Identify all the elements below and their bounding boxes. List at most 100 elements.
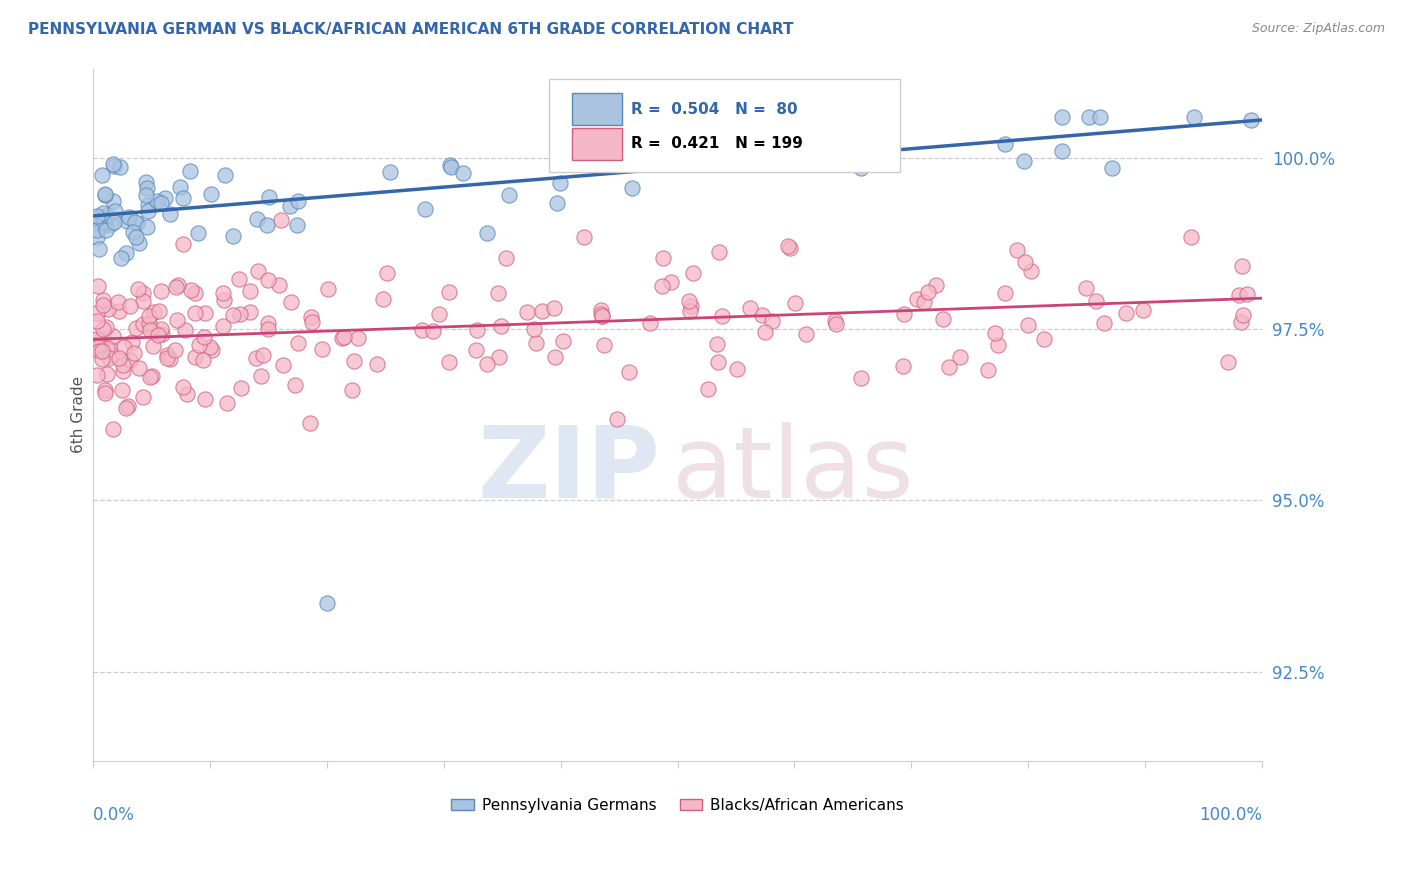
Point: [91, 169, 114, 183]
Point: [1021, 264, 1043, 278]
Point: [103, 194, 125, 208]
Point: [96, 341, 118, 355]
Point: [491, 318, 513, 333]
Point: [169, 179, 191, 194]
Text: Source: ZipAtlas.com: Source: ZipAtlas.com: [1251, 22, 1385, 36]
Point: [651, 279, 673, 293]
Point: [180, 283, 202, 297]
Point: [86, 209, 108, 223]
Point: [121, 335, 143, 350]
Point: [1084, 293, 1107, 308]
Point: [269, 277, 291, 292]
Point: [103, 422, 125, 436]
Point: [440, 160, 463, 174]
Point: [112, 340, 135, 354]
Point: [122, 346, 145, 360]
Point: [108, 303, 131, 318]
Point: [94, 218, 117, 232]
FancyBboxPatch shape: [572, 94, 621, 125]
Point: [411, 323, 433, 337]
Point: [1236, 286, 1258, 301]
Point: [299, 310, 322, 324]
Point: [551, 334, 574, 348]
Point: [172, 379, 194, 393]
Point: [90, 333, 112, 347]
Point: [1017, 318, 1039, 333]
FancyBboxPatch shape: [572, 128, 621, 160]
Point: [86, 222, 108, 236]
Point: [548, 176, 571, 190]
Point: [215, 396, 238, 410]
Point: [150, 326, 173, 341]
Point: [976, 363, 998, 377]
Point: [754, 325, 776, 339]
Point: [1014, 254, 1036, 268]
Point: [591, 307, 613, 321]
Point: [689, 110, 711, 124]
Point: [285, 218, 308, 232]
Point: [172, 191, 194, 205]
Point: [239, 285, 262, 299]
Point: [994, 136, 1017, 151]
Point: [612, 153, 634, 168]
Point: [153, 191, 176, 205]
Point: [316, 596, 339, 610]
Point: [91, 206, 114, 220]
Point: [86, 230, 108, 244]
Point: [257, 316, 280, 330]
Text: atlas: atlas: [672, 422, 914, 518]
Point: [135, 175, 157, 189]
Point: [678, 294, 700, 309]
Point: [91, 351, 114, 366]
Point: [1076, 281, 1098, 295]
Legend: Pennsylvania Germans, Blacks/African Americans: Pennsylvania Germans, Blacks/African Ame…: [446, 792, 910, 819]
Point: [1218, 355, 1240, 369]
Point: [91, 298, 114, 312]
Point: [710, 310, 733, 324]
Point: [94, 385, 117, 400]
Text: R =  0.421   N = 199: R = 0.421 N = 199: [631, 136, 803, 152]
Point: [97, 351, 120, 366]
Point: [495, 252, 517, 266]
Point: [96, 208, 118, 222]
Point: [211, 286, 233, 301]
Point: [247, 263, 270, 277]
Point: [638, 316, 661, 330]
Point: [135, 181, 157, 195]
Point: [987, 338, 1010, 352]
Point: [132, 317, 155, 331]
Point: [284, 378, 307, 392]
Point: [516, 305, 538, 319]
Point: [706, 355, 728, 369]
Point: [278, 199, 301, 213]
Point: [330, 331, 353, 345]
Point: [188, 338, 211, 352]
Point: [118, 210, 141, 224]
Point: [373, 292, 395, 306]
Point: [477, 357, 499, 371]
Point: [1032, 333, 1054, 347]
Point: [439, 355, 461, 369]
Point: [591, 310, 613, 324]
Point: [422, 324, 444, 338]
Point: [111, 383, 134, 397]
Point: [679, 303, 702, 318]
Point: [891, 359, 914, 374]
Point: [91, 343, 114, 358]
Point: [165, 343, 187, 357]
Point: [849, 371, 872, 385]
Point: [659, 275, 682, 289]
Point: [1090, 110, 1112, 124]
Point: [1230, 259, 1253, 273]
Point: [271, 358, 294, 372]
Point: [893, 307, 915, 321]
Point: [593, 338, 616, 352]
Point: [523, 322, 546, 336]
Point: [91, 331, 114, 345]
Point: [413, 202, 436, 217]
Point: [256, 273, 278, 287]
Point: [1092, 316, 1115, 330]
Point: [125, 216, 148, 230]
Point: [200, 339, 222, 353]
Point: [311, 342, 333, 356]
